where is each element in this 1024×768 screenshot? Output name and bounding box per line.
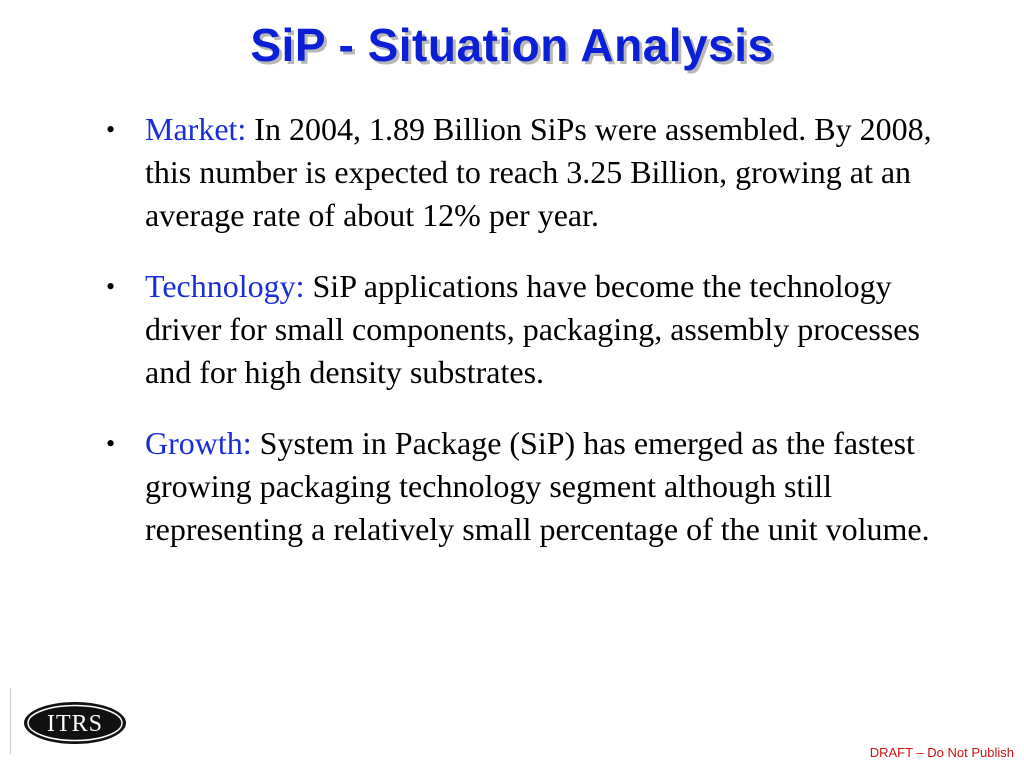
bullet-text: In 2004, 1.89 Billion SiPs were assemble…: [145, 111, 932, 233]
bullet-item-growth: • Growth: System in Package (SiP) has em…: [100, 422, 960, 551]
bullet-item-technology: • Technology: SiP applications have beco…: [100, 265, 960, 394]
bullet-icon: •: [106, 272, 116, 301]
bullet-text: SiP applications have become the technol…: [145, 268, 920, 390]
bullet-label: Technology:: [145, 268, 305, 304]
logo-divider: [10, 688, 11, 754]
bullet-label: Market:: [145, 111, 247, 147]
slide-title: SiP - Situation Analysis: [250, 19, 774, 71]
bullet-text: System in Package (SiP) has emerged as t…: [145, 425, 930, 547]
logo-text: ITRS: [47, 711, 103, 737]
bullet-icon: •: [106, 429, 116, 458]
bullet-label: Growth:: [145, 425, 252, 461]
bullet-list: • Market: In 2004, 1.89 Billion SiPs wer…: [100, 108, 960, 551]
itrs-logo: ITRS: [24, 702, 126, 744]
bullet-item-market: • Market: In 2004, 1.89 Billion SiPs wer…: [100, 108, 960, 237]
draft-notice: DRAFT – Do Not Publish: [869, 745, 1014, 760]
bullet-icon: •: [106, 115, 116, 144]
